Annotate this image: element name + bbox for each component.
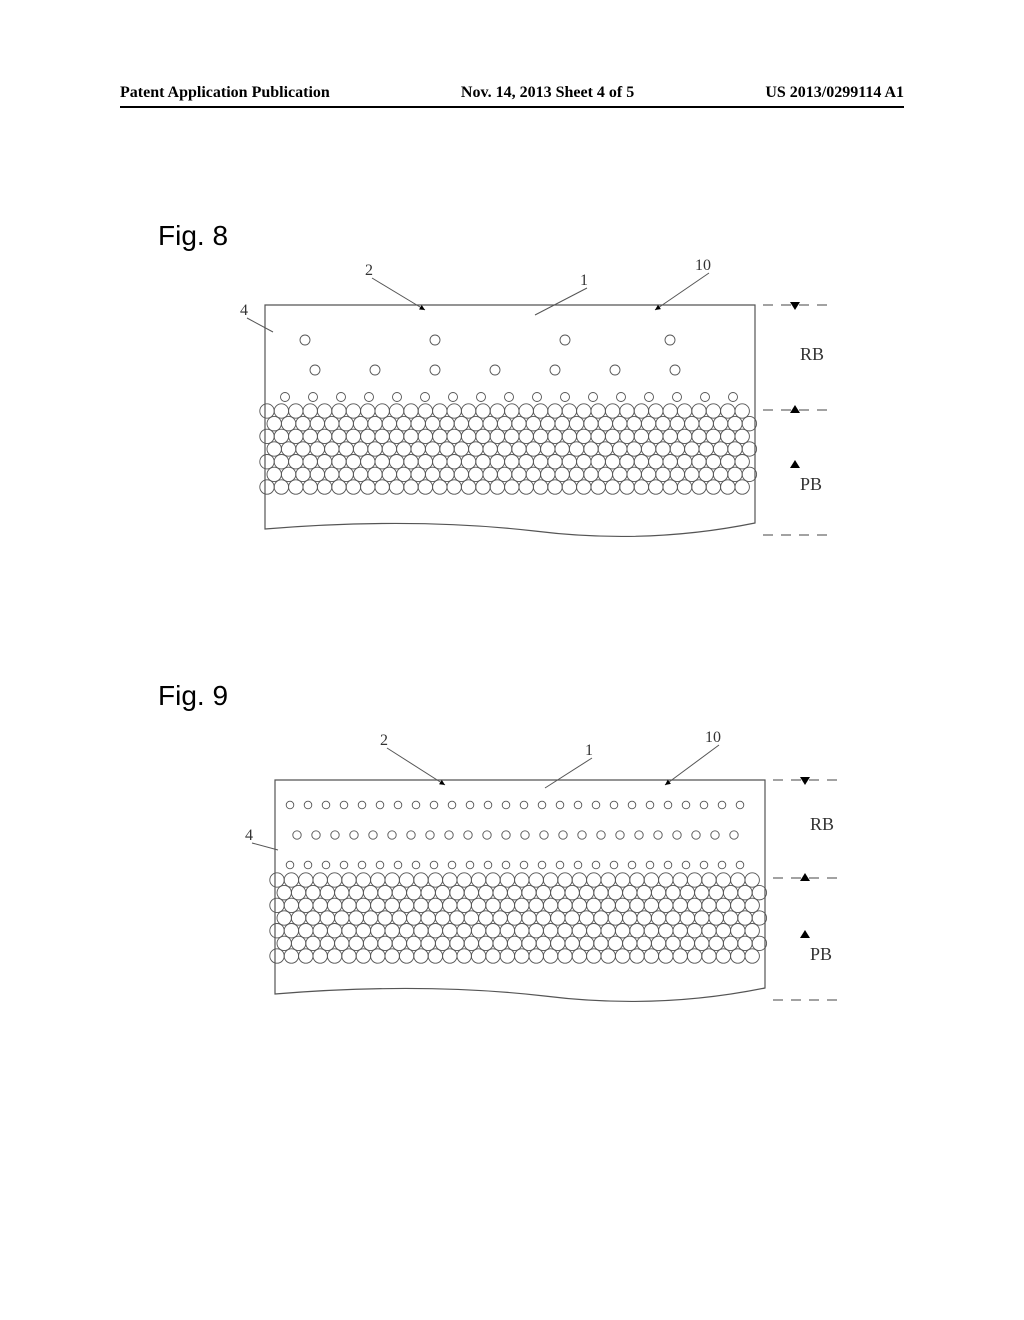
svg-text:4: 4 <box>245 827 253 844</box>
header-rule <box>120 106 904 108</box>
figure-9-diagram: 2 1 10 4 RB PB <box>205 730 865 1030</box>
header-center: Nov. 14, 2013 Sheet 4 of 5 <box>461 84 634 102</box>
svg-text:1: 1 <box>585 742 593 759</box>
header-right: US 2013/0299114 A1 <box>765 84 904 102</box>
page: Patent Application Publication Nov. 14, … <box>0 0 1024 1320</box>
svg-text:RB: RB <box>800 344 824 364</box>
svg-text:PB: PB <box>810 944 832 964</box>
svg-text:RB: RB <box>810 814 834 834</box>
svg-text:10: 10 <box>695 257 711 274</box>
svg-text:2: 2 <box>380 732 388 749</box>
svg-text:4: 4 <box>240 302 248 319</box>
svg-text:1: 1 <box>580 272 588 289</box>
header-left: Patent Application Publication <box>120 84 330 102</box>
figure-8-diagram: 2 1 10 4 RB PB <box>205 255 865 575</box>
figure-8-label: Fig. 8 <box>158 220 228 252</box>
figure-9-label: Fig. 9 <box>158 680 228 712</box>
svg-text:2: 2 <box>365 262 373 279</box>
svg-text:10: 10 <box>705 730 721 746</box>
svg-text:PB: PB <box>800 474 822 494</box>
header: Patent Application Publication Nov. 14, … <box>120 84 904 102</box>
